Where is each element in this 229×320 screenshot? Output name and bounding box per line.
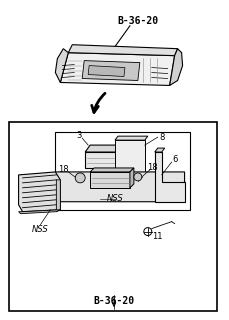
Circle shape bbox=[149, 60, 163, 75]
Polygon shape bbox=[170, 49, 183, 85]
Polygon shape bbox=[55, 49, 68, 83]
Polygon shape bbox=[19, 210, 60, 214]
Polygon shape bbox=[82, 60, 140, 81]
Polygon shape bbox=[19, 172, 60, 212]
Text: NSS: NSS bbox=[107, 194, 123, 203]
Polygon shape bbox=[56, 180, 60, 212]
Polygon shape bbox=[60, 53, 175, 85]
Text: 3: 3 bbox=[76, 131, 82, 140]
Polygon shape bbox=[155, 148, 165, 152]
Text: B-36-20: B-36-20 bbox=[93, 296, 135, 306]
Polygon shape bbox=[155, 152, 185, 202]
Polygon shape bbox=[85, 145, 133, 152]
Text: 6: 6 bbox=[172, 156, 177, 164]
Bar bbox=[55, 132, 190, 210]
Polygon shape bbox=[85, 152, 128, 168]
Text: 18: 18 bbox=[58, 165, 69, 174]
Text: 18: 18 bbox=[147, 164, 158, 172]
Text: 11: 11 bbox=[153, 232, 163, 241]
Text: 8: 8 bbox=[159, 132, 164, 142]
Polygon shape bbox=[68, 45, 178, 56]
Circle shape bbox=[134, 173, 142, 181]
Polygon shape bbox=[130, 168, 134, 188]
Text: B-36-20: B-36-20 bbox=[117, 16, 158, 26]
Polygon shape bbox=[128, 145, 133, 168]
Polygon shape bbox=[30, 172, 185, 202]
Circle shape bbox=[75, 173, 85, 183]
Text: NSS: NSS bbox=[32, 225, 49, 234]
Polygon shape bbox=[90, 172, 130, 188]
Polygon shape bbox=[115, 136, 148, 140]
Bar bbox=[9, 122, 217, 311]
Polygon shape bbox=[90, 168, 134, 172]
Polygon shape bbox=[115, 140, 145, 172]
Polygon shape bbox=[88, 66, 125, 76]
